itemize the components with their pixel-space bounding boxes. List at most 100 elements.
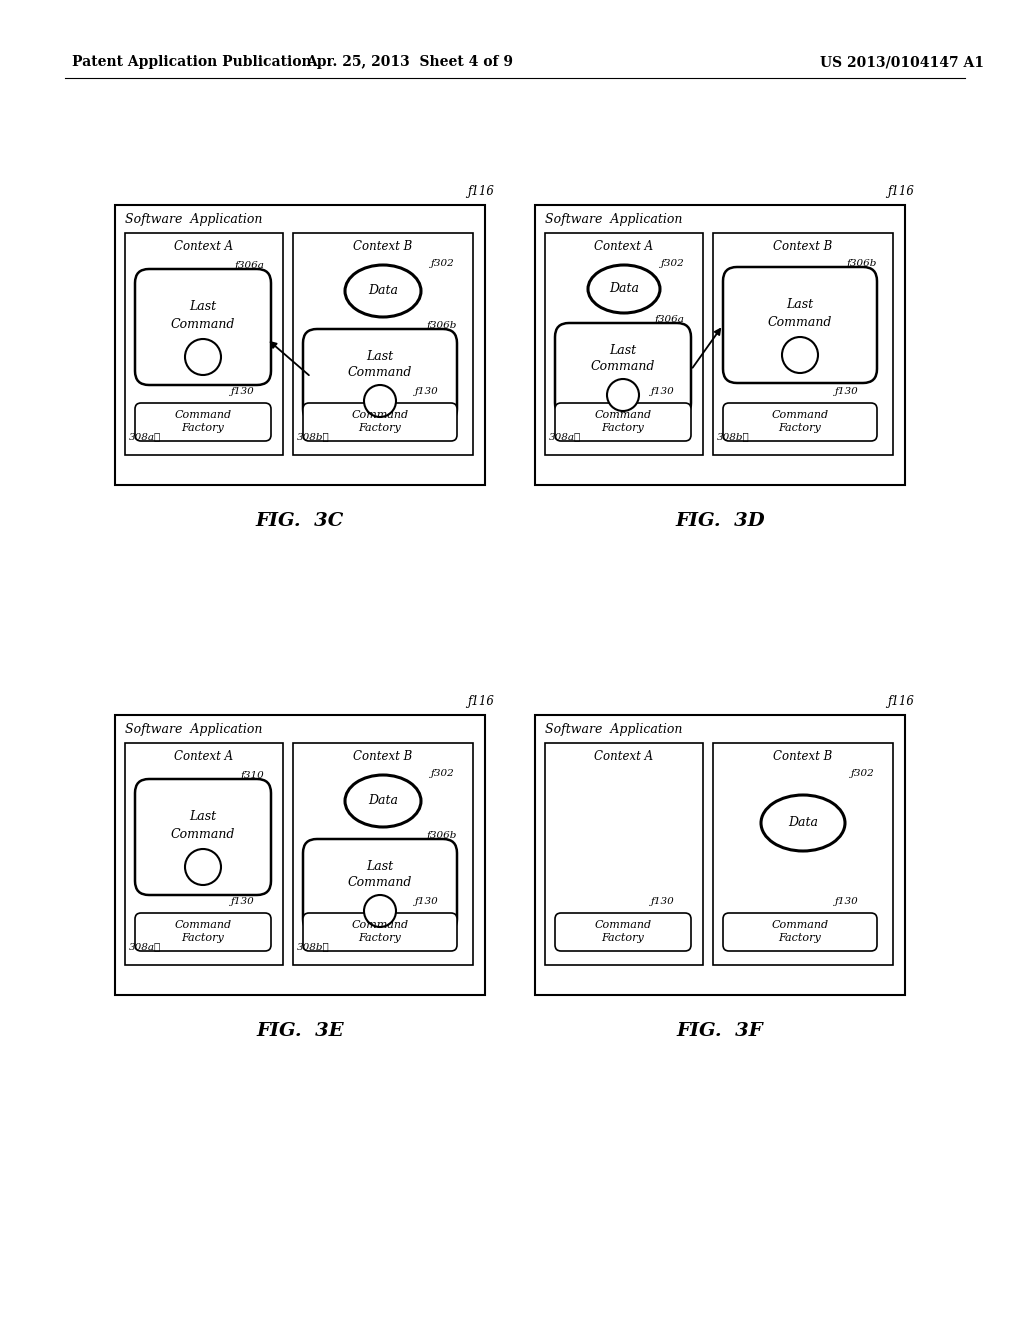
Text: Command: Command xyxy=(174,411,231,420)
Text: Factory: Factory xyxy=(602,422,644,433)
Ellipse shape xyxy=(345,265,421,317)
FancyBboxPatch shape xyxy=(555,323,691,417)
Text: ƒ130: ƒ130 xyxy=(835,896,859,906)
Text: Data: Data xyxy=(368,795,398,808)
Text: Context A: Context A xyxy=(595,751,653,763)
Text: Factory: Factory xyxy=(358,422,401,433)
Text: Command: Command xyxy=(348,876,413,890)
Bar xyxy=(713,234,893,455)
Text: Command: Command xyxy=(768,315,833,329)
Bar xyxy=(125,234,283,455)
Text: Data: Data xyxy=(609,282,639,296)
Text: Command: Command xyxy=(771,920,828,931)
Text: Factory: Factory xyxy=(181,933,224,942)
Ellipse shape xyxy=(588,265,660,313)
Text: Data: Data xyxy=(788,817,818,829)
Text: ƒ116: ƒ116 xyxy=(887,694,913,708)
Text: 308b⏟: 308b⏟ xyxy=(297,433,330,441)
Text: Factory: Factory xyxy=(358,933,401,942)
FancyBboxPatch shape xyxy=(303,329,457,422)
Bar xyxy=(125,743,283,965)
Text: FIG.  3E: FIG. 3E xyxy=(256,1022,344,1040)
Ellipse shape xyxy=(345,775,421,828)
Circle shape xyxy=(364,385,396,417)
Text: 308a⏟: 308a⏟ xyxy=(129,942,161,952)
Text: Command: Command xyxy=(351,411,409,420)
Bar xyxy=(535,205,905,484)
FancyBboxPatch shape xyxy=(555,403,691,441)
FancyBboxPatch shape xyxy=(555,913,691,950)
Text: Command: Command xyxy=(595,920,651,931)
Text: Command: Command xyxy=(351,920,409,931)
Text: Command: Command xyxy=(171,828,236,841)
Text: FIG.  3D: FIG. 3D xyxy=(675,512,765,531)
Text: Software  Application: Software Application xyxy=(125,722,262,735)
Text: ƒ130: ƒ130 xyxy=(835,387,859,396)
Text: Last: Last xyxy=(367,351,393,363)
FancyBboxPatch shape xyxy=(135,403,271,441)
Text: ƒ116: ƒ116 xyxy=(467,694,494,708)
Text: ƒ130: ƒ130 xyxy=(415,387,438,396)
Text: Factory: Factory xyxy=(181,422,224,433)
Text: ƒ306a: ƒ306a xyxy=(655,314,685,323)
Text: Context B: Context B xyxy=(773,751,833,763)
Text: Data: Data xyxy=(368,285,398,297)
FancyBboxPatch shape xyxy=(135,269,271,385)
Bar xyxy=(545,234,703,455)
Text: 308b⏟: 308b⏟ xyxy=(297,942,330,952)
FancyBboxPatch shape xyxy=(723,913,877,950)
Text: Software  Application: Software Application xyxy=(545,213,682,226)
Text: 308b⏟: 308b⏟ xyxy=(717,433,750,441)
Text: Last: Last xyxy=(367,861,393,874)
Bar xyxy=(545,743,703,965)
Text: ƒ130: ƒ130 xyxy=(231,896,255,906)
Text: FIG.  3F: FIG. 3F xyxy=(677,1022,763,1040)
Text: US 2013/0104147 A1: US 2013/0104147 A1 xyxy=(820,55,984,69)
FancyBboxPatch shape xyxy=(303,913,457,950)
Text: ƒ306b: ƒ306b xyxy=(847,259,878,268)
Circle shape xyxy=(185,849,221,884)
Text: Command: Command xyxy=(591,360,655,374)
Text: Factory: Factory xyxy=(778,933,821,942)
Text: Context B: Context B xyxy=(353,751,413,763)
Text: ƒ130: ƒ130 xyxy=(651,387,675,396)
FancyBboxPatch shape xyxy=(303,403,457,441)
Text: Last: Last xyxy=(189,810,216,824)
Bar xyxy=(115,715,485,995)
Text: Context A: Context A xyxy=(174,240,233,253)
Text: 308a⏟: 308a⏟ xyxy=(549,433,582,441)
Text: Patent Application Publication: Patent Application Publication xyxy=(72,55,311,69)
Text: ƒ116: ƒ116 xyxy=(887,185,913,198)
Text: ƒ130: ƒ130 xyxy=(231,387,255,396)
Text: Last: Last xyxy=(609,345,637,358)
Text: ƒ306b: ƒ306b xyxy=(427,830,458,840)
Text: ƒ310: ƒ310 xyxy=(241,771,265,780)
FancyBboxPatch shape xyxy=(135,779,271,895)
Text: Command: Command xyxy=(171,318,236,330)
FancyBboxPatch shape xyxy=(135,913,271,950)
Text: Software  Application: Software Application xyxy=(125,213,262,226)
Bar xyxy=(535,715,905,995)
Text: Command: Command xyxy=(174,920,231,931)
Text: Command: Command xyxy=(595,411,651,420)
FancyBboxPatch shape xyxy=(303,840,457,933)
Circle shape xyxy=(185,339,221,375)
Bar xyxy=(293,743,473,965)
Bar xyxy=(115,205,485,484)
Text: Context A: Context A xyxy=(595,240,653,253)
Text: 308a⏟: 308a⏟ xyxy=(129,433,161,441)
Text: ƒ302: ƒ302 xyxy=(431,768,455,777)
Circle shape xyxy=(782,337,818,374)
Text: ƒ130: ƒ130 xyxy=(415,896,438,906)
Circle shape xyxy=(364,895,396,927)
Bar xyxy=(713,743,893,965)
Text: Last: Last xyxy=(189,301,216,314)
FancyBboxPatch shape xyxy=(723,403,877,441)
FancyBboxPatch shape xyxy=(723,267,877,383)
Text: Last: Last xyxy=(786,298,813,312)
Text: ƒ130: ƒ130 xyxy=(651,896,675,906)
Text: Factory: Factory xyxy=(602,933,644,942)
Ellipse shape xyxy=(761,795,845,851)
Text: Software  Application: Software Application xyxy=(545,722,682,735)
Text: ƒ302: ƒ302 xyxy=(851,768,874,777)
